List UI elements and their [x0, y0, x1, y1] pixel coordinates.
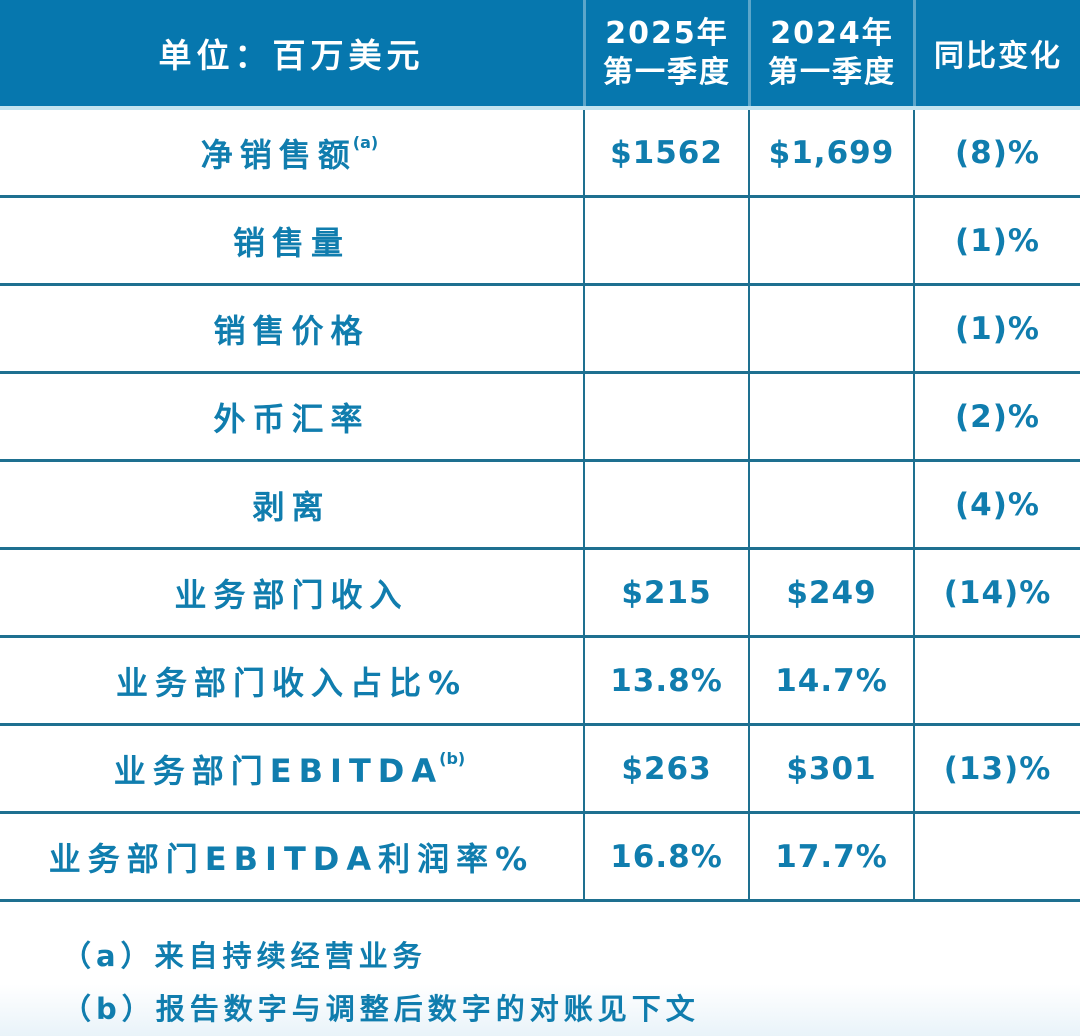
header-2025-quarter: 第一季度: [603, 55, 731, 90]
value-yoy-cell: (1)%: [913, 198, 1080, 283]
table-body: 净销售额 (a) $1562 $1,699 (8)% 销售量 (1)% 销售价格: [0, 110, 1080, 902]
value-yoy-cell: [913, 638, 1080, 723]
value-2025-cell: [583, 286, 748, 371]
value-yoy-cell: (1)%: [913, 286, 1080, 371]
value-2024-cell: 17.7%: [748, 814, 913, 899]
value-2024: 14.7%: [775, 662, 888, 699]
value-yoy-cell: (4)%: [913, 462, 1080, 547]
header-yoy-label: 同比变化: [934, 39, 1062, 74]
row-label: 销售量: [232, 223, 350, 262]
table-row: 外币汇率 (2)%: [0, 374, 1080, 462]
footnotes: （a）来自持续经营业务 （b）报告数字与调整后数字的对账见下文: [0, 930, 1080, 1036]
row-label: 业务部门收入占比%: [115, 663, 468, 702]
row-label-cell: 剥离: [0, 462, 583, 547]
value-2025: 16.8%: [610, 838, 723, 875]
value-yoy: (4)%: [955, 486, 1040, 523]
table-row: 业务部门EBITDA利润率% 16.8% 17.7%: [0, 814, 1080, 902]
row-label-cell: 业务部门EBITDA利润率%: [0, 814, 583, 899]
value-2024-cell: $249: [748, 550, 913, 635]
row-label: 销售价格: [213, 311, 370, 350]
value-yoy-cell: (13)%: [913, 726, 1080, 811]
value-2025-cell: $215: [583, 550, 748, 635]
value-2024: $249: [786, 574, 877, 611]
value-yoy: (2)%: [955, 398, 1040, 435]
value-yoy: (1)%: [955, 310, 1040, 347]
header-2024-quarter: 第一季度: [768, 55, 896, 90]
header-2025-year: 2025年: [605, 16, 729, 51]
row-label-cell: 外币汇率: [0, 374, 583, 459]
value-yoy-cell: (14)%: [913, 550, 1080, 635]
table-row: 剥离 (4)%: [0, 462, 1080, 550]
value-2025: $1562: [610, 134, 723, 171]
footnote-b: （b）报告数字与调整后数字的对账见下文: [62, 992, 700, 1026]
header-cell-q1-2024: 2024年 第一季度: [748, 0, 913, 106]
row-label: 净销售额: [200, 135, 357, 174]
table-row: 销售量 (1)%: [0, 198, 1080, 286]
value-yoy-cell: [913, 814, 1080, 899]
value-yoy-cell: (2)%: [913, 374, 1080, 459]
table-row: 业务部门收入 $215 $249 (14)%: [0, 550, 1080, 638]
value-2024-cell: [748, 198, 913, 283]
value-2025-cell: [583, 374, 748, 459]
table-header-row: 单位：百万美元 2025年 第一季度 2024年 第一季度 同比变化: [0, 0, 1080, 106]
header-cell-q1-2025: 2025年 第一季度: [583, 0, 748, 106]
value-2025-cell: $1562: [583, 110, 748, 195]
value-2025: 13.8%: [610, 662, 723, 699]
header-cell-yoy-change: 同比变化: [913, 0, 1080, 106]
table-row: 销售价格 (1)%: [0, 286, 1080, 374]
value-yoy-cell: (8)%: [913, 110, 1080, 195]
footnote-a: （a）来自持续经营业务: [62, 939, 427, 973]
row-label-cell: 业务部门EBITDA (b): [0, 726, 583, 811]
value-yoy: (1)%: [955, 222, 1040, 259]
value-2024-cell: 14.7%: [748, 638, 913, 723]
value-2025-cell: $263: [583, 726, 748, 811]
value-2024-cell: $1,699: [748, 110, 913, 195]
table-row: 业务部门收入占比% 13.8% 14.7%: [0, 638, 1080, 726]
header-divider-strip: [0, 106, 1080, 110]
value-yoy: (14)%: [943, 574, 1052, 611]
value-2024-cell: [748, 462, 913, 547]
row-label-cell: 销售量: [0, 198, 583, 283]
row-label-cell: 业务部门收入占比%: [0, 638, 583, 723]
row-label: 业务部门EBITDA: [113, 751, 444, 790]
value-2025-cell: [583, 462, 748, 547]
value-2025: $215: [621, 574, 712, 611]
header-cell-unit: 单位：百万美元: [0, 0, 583, 106]
value-2025-cell: 13.8%: [583, 638, 748, 723]
row-label-cell: 销售价格: [0, 286, 583, 371]
value-yoy: (13)%: [943, 750, 1052, 787]
table-row: 净销售额 (a) $1562 $1,699 (8)%: [0, 110, 1080, 198]
row-label-cell: 净销售额 (a): [0, 110, 583, 195]
value-2024: $1,699: [768, 134, 895, 171]
value-2025-cell: 16.8%: [583, 814, 748, 899]
row-label: 外币汇率: [213, 399, 370, 438]
value-2024: 17.7%: [775, 838, 888, 875]
value-2025: $263: [621, 750, 712, 787]
value-yoy: (8)%: [955, 134, 1040, 171]
value-2025-cell: [583, 198, 748, 283]
unit-label: 单位：百万美元: [158, 36, 425, 75]
row-label: 业务部门收入: [174, 575, 409, 614]
row-label: 剥离: [252, 487, 331, 526]
value-2024-cell: [748, 374, 913, 459]
row-label: 业务部门EBITDA利润率%: [48, 839, 535, 878]
table-row: 业务部门EBITDA (b) $263 $301 (13)%: [0, 726, 1080, 814]
value-2024-cell: $301: [748, 726, 913, 811]
value-2024: $301: [786, 750, 877, 787]
header-2024-year: 2024年: [770, 16, 894, 51]
value-2024-cell: [748, 286, 913, 371]
row-label-cell: 业务部门收入: [0, 550, 583, 635]
